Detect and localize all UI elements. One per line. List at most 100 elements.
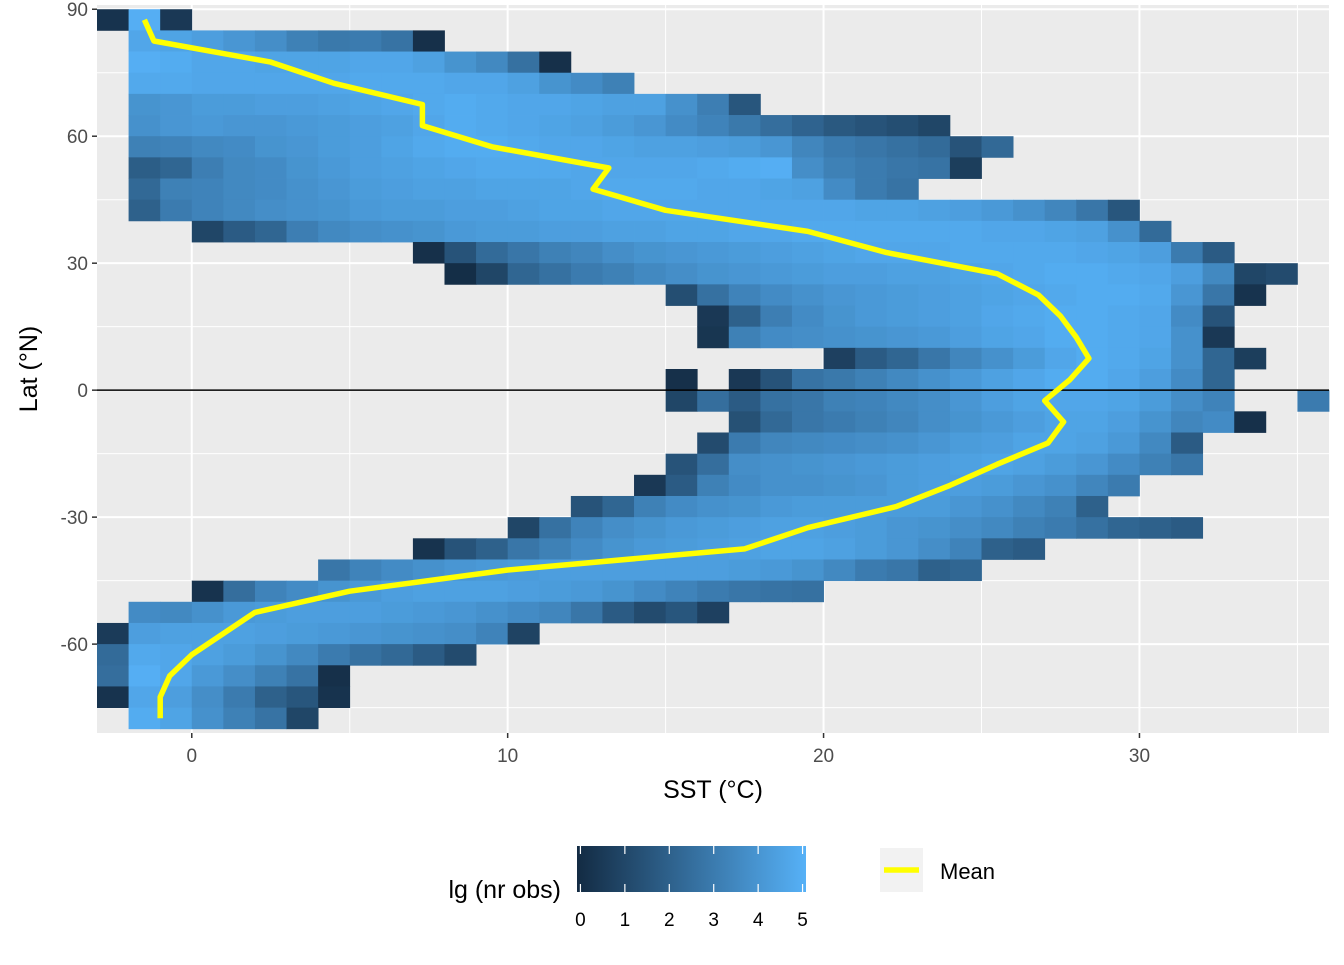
heatmap-cell xyxy=(444,178,477,201)
heatmap-cell xyxy=(981,495,1014,518)
heatmap-cell xyxy=(697,390,730,412)
heatmap-cell xyxy=(160,199,193,222)
heatmap-cell xyxy=(1076,495,1109,518)
heatmap-cell xyxy=(160,93,193,116)
heatmap-cell xyxy=(476,242,509,264)
heatmap-cell xyxy=(1013,495,1046,518)
x-axis-ticks: 0 10 20 30 xyxy=(186,733,1150,767)
heatmap-cell xyxy=(1013,263,1046,285)
heatmap-cell xyxy=(128,115,161,137)
heatmap-cell xyxy=(1171,305,1204,328)
heatmap-cell xyxy=(760,326,793,349)
heatmap-cell xyxy=(760,432,793,455)
heatmap-cell xyxy=(507,538,540,560)
heatmap-cell xyxy=(1013,411,1046,433)
heatmap-cell xyxy=(254,136,287,158)
heatmap-cell xyxy=(697,559,730,582)
heatmap-cell xyxy=(444,199,477,222)
heatmap-cell xyxy=(1076,411,1109,433)
heatmap-cell xyxy=(1107,220,1140,243)
heatmap-cell xyxy=(760,495,793,518)
heatmap-cell xyxy=(254,580,287,603)
heatmap-cell xyxy=(791,242,824,264)
heatmap-cell xyxy=(191,665,224,687)
heatmap-cell xyxy=(570,263,603,285)
heatmap-cell xyxy=(823,474,856,497)
heatmap-cell xyxy=(444,622,477,645)
heatmap-cell xyxy=(791,284,824,306)
heatmap-cell xyxy=(791,115,824,137)
heatmap-cell xyxy=(412,559,445,582)
heatmap-cell xyxy=(412,242,445,264)
heatmap-cell xyxy=(634,580,667,603)
heatmap-cell xyxy=(286,580,319,603)
heatmap-cell xyxy=(949,136,982,158)
heatmap-cell xyxy=(918,559,951,582)
heatmap-cell xyxy=(697,242,730,264)
heatmap-cell xyxy=(412,220,445,243)
heatmap-cell xyxy=(476,51,509,74)
heatmap-cell xyxy=(381,199,414,222)
heatmap-cell xyxy=(728,411,761,433)
heatmap-cell xyxy=(1044,199,1077,222)
heatmap-cell xyxy=(1076,390,1109,412)
heatmap-cell xyxy=(949,347,982,370)
heatmap-cell xyxy=(1044,369,1077,391)
heatmap-cell xyxy=(791,136,824,158)
heatmap-cell xyxy=(823,136,856,158)
heatmap-cell xyxy=(791,559,824,582)
heatmap-cell xyxy=(476,580,509,603)
heatmap-cell xyxy=(539,580,572,603)
heatmap-cell xyxy=(191,93,224,116)
heatmap-cell xyxy=(97,686,129,708)
heatmap-cell xyxy=(728,495,761,518)
heatmap-cell xyxy=(1107,474,1140,497)
heatmap-cell xyxy=(444,242,477,264)
heatmap-cell xyxy=(507,157,540,179)
heatmap-cell xyxy=(570,601,603,624)
heatmap-cell xyxy=(665,495,698,518)
heatmap-cell xyxy=(539,178,572,201)
heatmap-cell xyxy=(191,136,224,158)
heatmap-cell xyxy=(855,178,888,201)
heatmap-cell xyxy=(444,538,477,560)
heatmap-cell xyxy=(1013,326,1046,349)
heatmap-cell xyxy=(886,136,919,158)
heatmap-cell xyxy=(1107,369,1140,391)
heatmap-cell xyxy=(949,411,982,433)
heatmap-cell xyxy=(1044,495,1077,518)
heatmap-cell xyxy=(1234,284,1267,306)
heatmap-cell xyxy=(918,199,951,222)
heatmap-cell xyxy=(886,559,919,582)
heatmap-cell xyxy=(918,390,951,412)
heatmap-cell xyxy=(886,326,919,349)
heatmap-cell xyxy=(318,601,351,624)
heatmap-cell xyxy=(444,263,477,285)
heatmap-cell xyxy=(1202,347,1235,370)
heatmap-cell xyxy=(570,517,603,539)
heatmap-cell xyxy=(381,72,414,95)
heatmap-cell xyxy=(634,263,667,285)
heatmap-cell xyxy=(1013,474,1046,497)
heatmap-cell xyxy=(791,580,824,603)
heatmap-cell xyxy=(1076,199,1109,222)
heatmap-cell xyxy=(286,136,319,158)
heatmap-cell xyxy=(1013,199,1046,222)
heatmap-cell xyxy=(1171,369,1204,391)
heatmap-cell xyxy=(791,199,824,222)
x-tick-label: 0 xyxy=(186,746,197,767)
heatmap-cell xyxy=(981,390,1014,412)
heatmap-cell xyxy=(1044,242,1077,264)
heatmap-cell xyxy=(602,538,635,560)
heatmap-cell xyxy=(949,284,982,306)
heatmap-cell xyxy=(1076,517,1109,539)
colorbar-title: lg (nr obs) xyxy=(448,876,561,904)
heatmap-cell xyxy=(949,199,982,222)
heatmap-cell xyxy=(1076,453,1109,476)
heatmap-cell xyxy=(160,51,193,74)
heatmap-cell xyxy=(539,517,572,539)
heatmap-cell xyxy=(1171,411,1204,433)
heatmap-cell xyxy=(665,284,698,306)
heatmap-cell xyxy=(665,93,698,116)
heatmap-cell xyxy=(539,220,572,243)
